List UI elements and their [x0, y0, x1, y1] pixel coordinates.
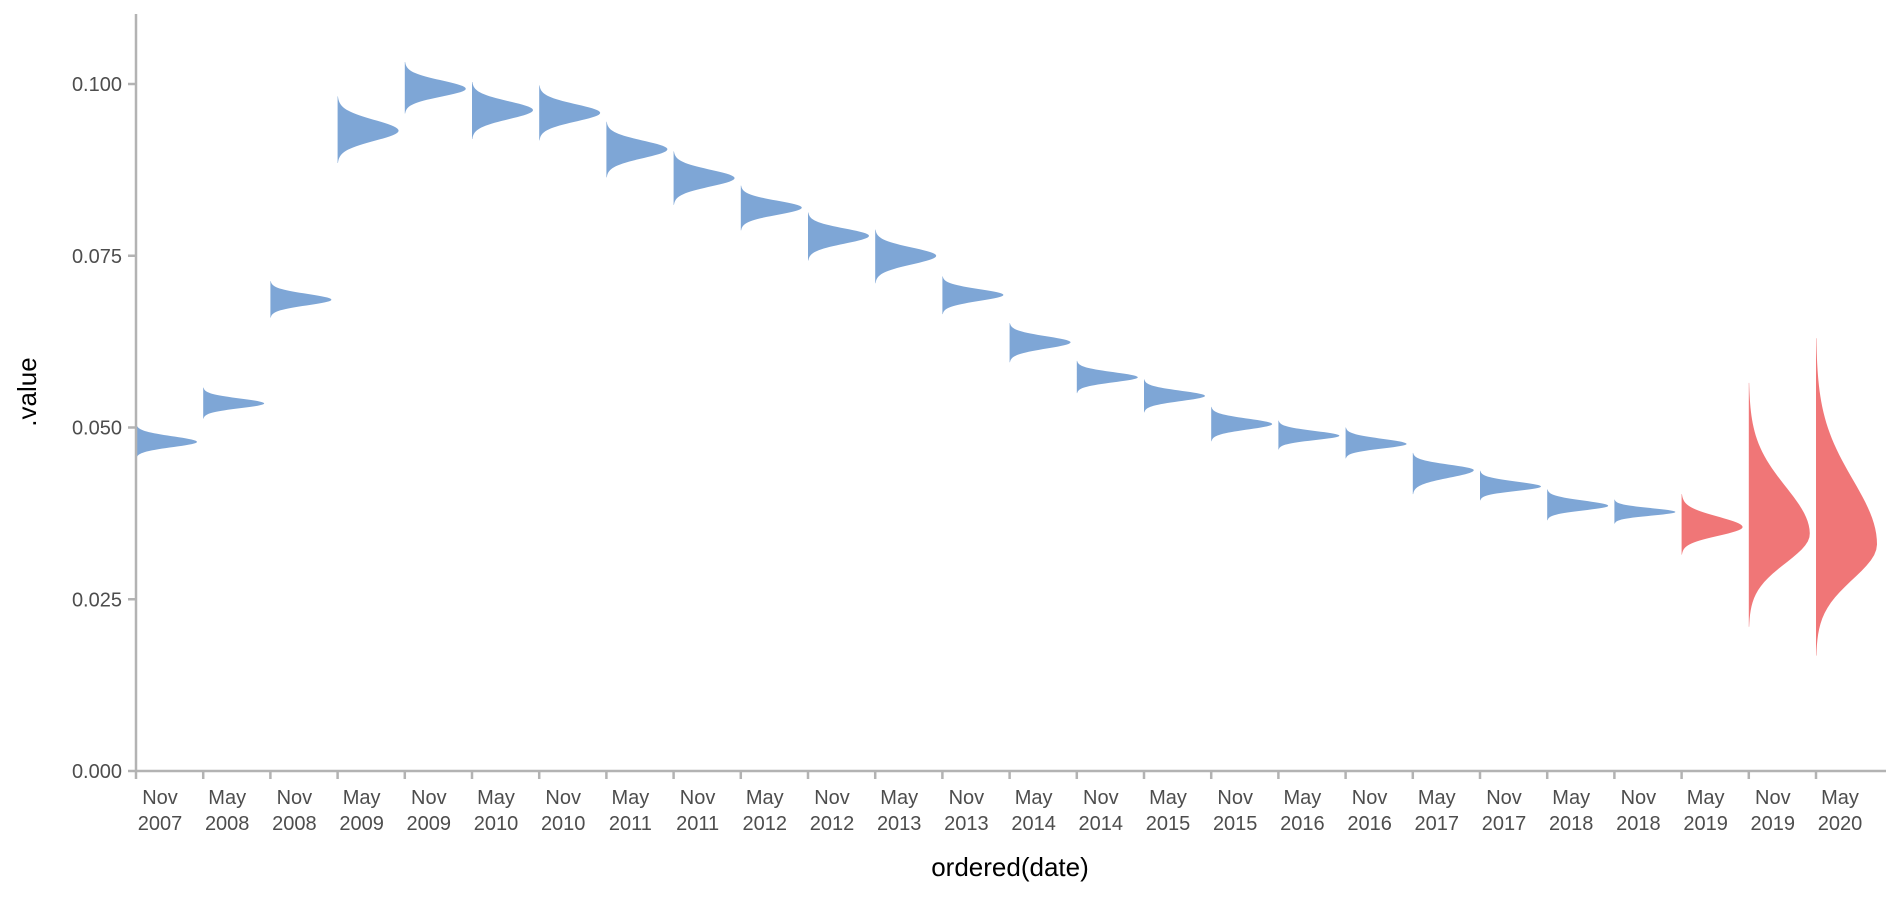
history-density-slab	[337, 96, 399, 164]
x-tick-label: May 2011	[609, 787, 652, 835]
x-tick-label: Nov 2010	[541, 787, 586, 835]
x-tick-label: Nov 2007	[138, 787, 183, 835]
history-density-slab	[1412, 452, 1474, 495]
history-density-slab	[539, 85, 601, 141]
x-tick-label: Nov 2018	[1616, 787, 1661, 835]
x-tick-label: Nov 2013	[944, 787, 989, 835]
history-density-slab	[1211, 406, 1273, 442]
x-tick-label: May 2012	[743, 787, 788, 835]
history-density-slab	[472, 81, 533, 139]
history-density-slab	[1076, 360, 1138, 394]
y-tick-label: 0.075	[72, 246, 122, 268]
x-tick-label: May 2017	[1415, 787, 1460, 835]
x-tick-label: May 2014	[1011, 787, 1056, 835]
y-axis-ticks: 0.000 0.025 0.050 0.075 0.100	[72, 74, 136, 783]
x-tick-label: May 2020	[1818, 787, 1863, 835]
history-density-slab	[673, 151, 735, 205]
x-tick-label: Nov 2008	[272, 787, 317, 835]
x-tick-label: Nov 2019	[1751, 787, 1796, 835]
y-tick-label: 0.050	[72, 418, 122, 440]
history-density-slab	[1144, 379, 1205, 413]
x-tick-label: May 2019	[1683, 787, 1728, 835]
y-tick-label: 0.000	[72, 761, 122, 783]
x-tick-label: May 2015	[1146, 787, 1191, 835]
history-density-slab	[1278, 420, 1340, 450]
x-tick-label: Nov 2015	[1213, 787, 1258, 835]
history-density-slab	[404, 62, 466, 114]
x-tick-label: Nov 2017	[1482, 787, 1527, 835]
x-tick-label: May 2018	[1549, 787, 1594, 835]
history-density-slab	[136, 424, 197, 459]
forecast-density-slab	[1748, 382, 1810, 627]
y-axis-title: .value	[12, 357, 42, 426]
x-tick-label: May 2009	[339, 787, 384, 835]
x-tick-label: Nov 2011	[676, 787, 719, 835]
x-tick-label: May 2016	[1280, 787, 1325, 835]
history-density-slab	[1480, 470, 1541, 501]
x-tick-label: May 2010	[474, 787, 519, 835]
x-axis-ticks: Nov 2007 May 2008 Nov 2008 May 2009 Nov 2009 May 20…	[134, 771, 1863, 835]
forecast-density-slab	[1681, 494, 1743, 555]
history-density-slab	[1009, 323, 1071, 363]
history-density-slab	[1547, 489, 1609, 521]
y-tick-label: 0.025	[72, 589, 122, 611]
forecast-density-slab	[1816, 338, 1877, 656]
x-axis-title: ordered(date)	[931, 852, 1089, 882]
history-density-slab	[1345, 427, 1407, 459]
history-density-slab	[606, 121, 668, 178]
history-density-slab	[875, 229, 937, 284]
history-density-slab	[203, 387, 265, 419]
x-tick-label: Nov 2016	[1347, 787, 1392, 835]
x-tick-label: Nov 2012	[810, 787, 855, 835]
history-density-slab	[942, 276, 1004, 315]
x-tick-label: May 2008	[205, 787, 250, 835]
history-density-slab	[270, 281, 332, 318]
x-tick-label: May 2013	[877, 787, 922, 835]
y-tick-label: 0.100	[72, 74, 122, 96]
x-tick-label: Nov 2009	[407, 787, 452, 835]
x-tick-label: Nov 2014	[1079, 787, 1124, 835]
history-density-slab	[740, 185, 802, 231]
distribution-layer	[136, 62, 1877, 656]
history-density-slab	[808, 212, 869, 261]
history-density-slab	[1614, 499, 1676, 524]
